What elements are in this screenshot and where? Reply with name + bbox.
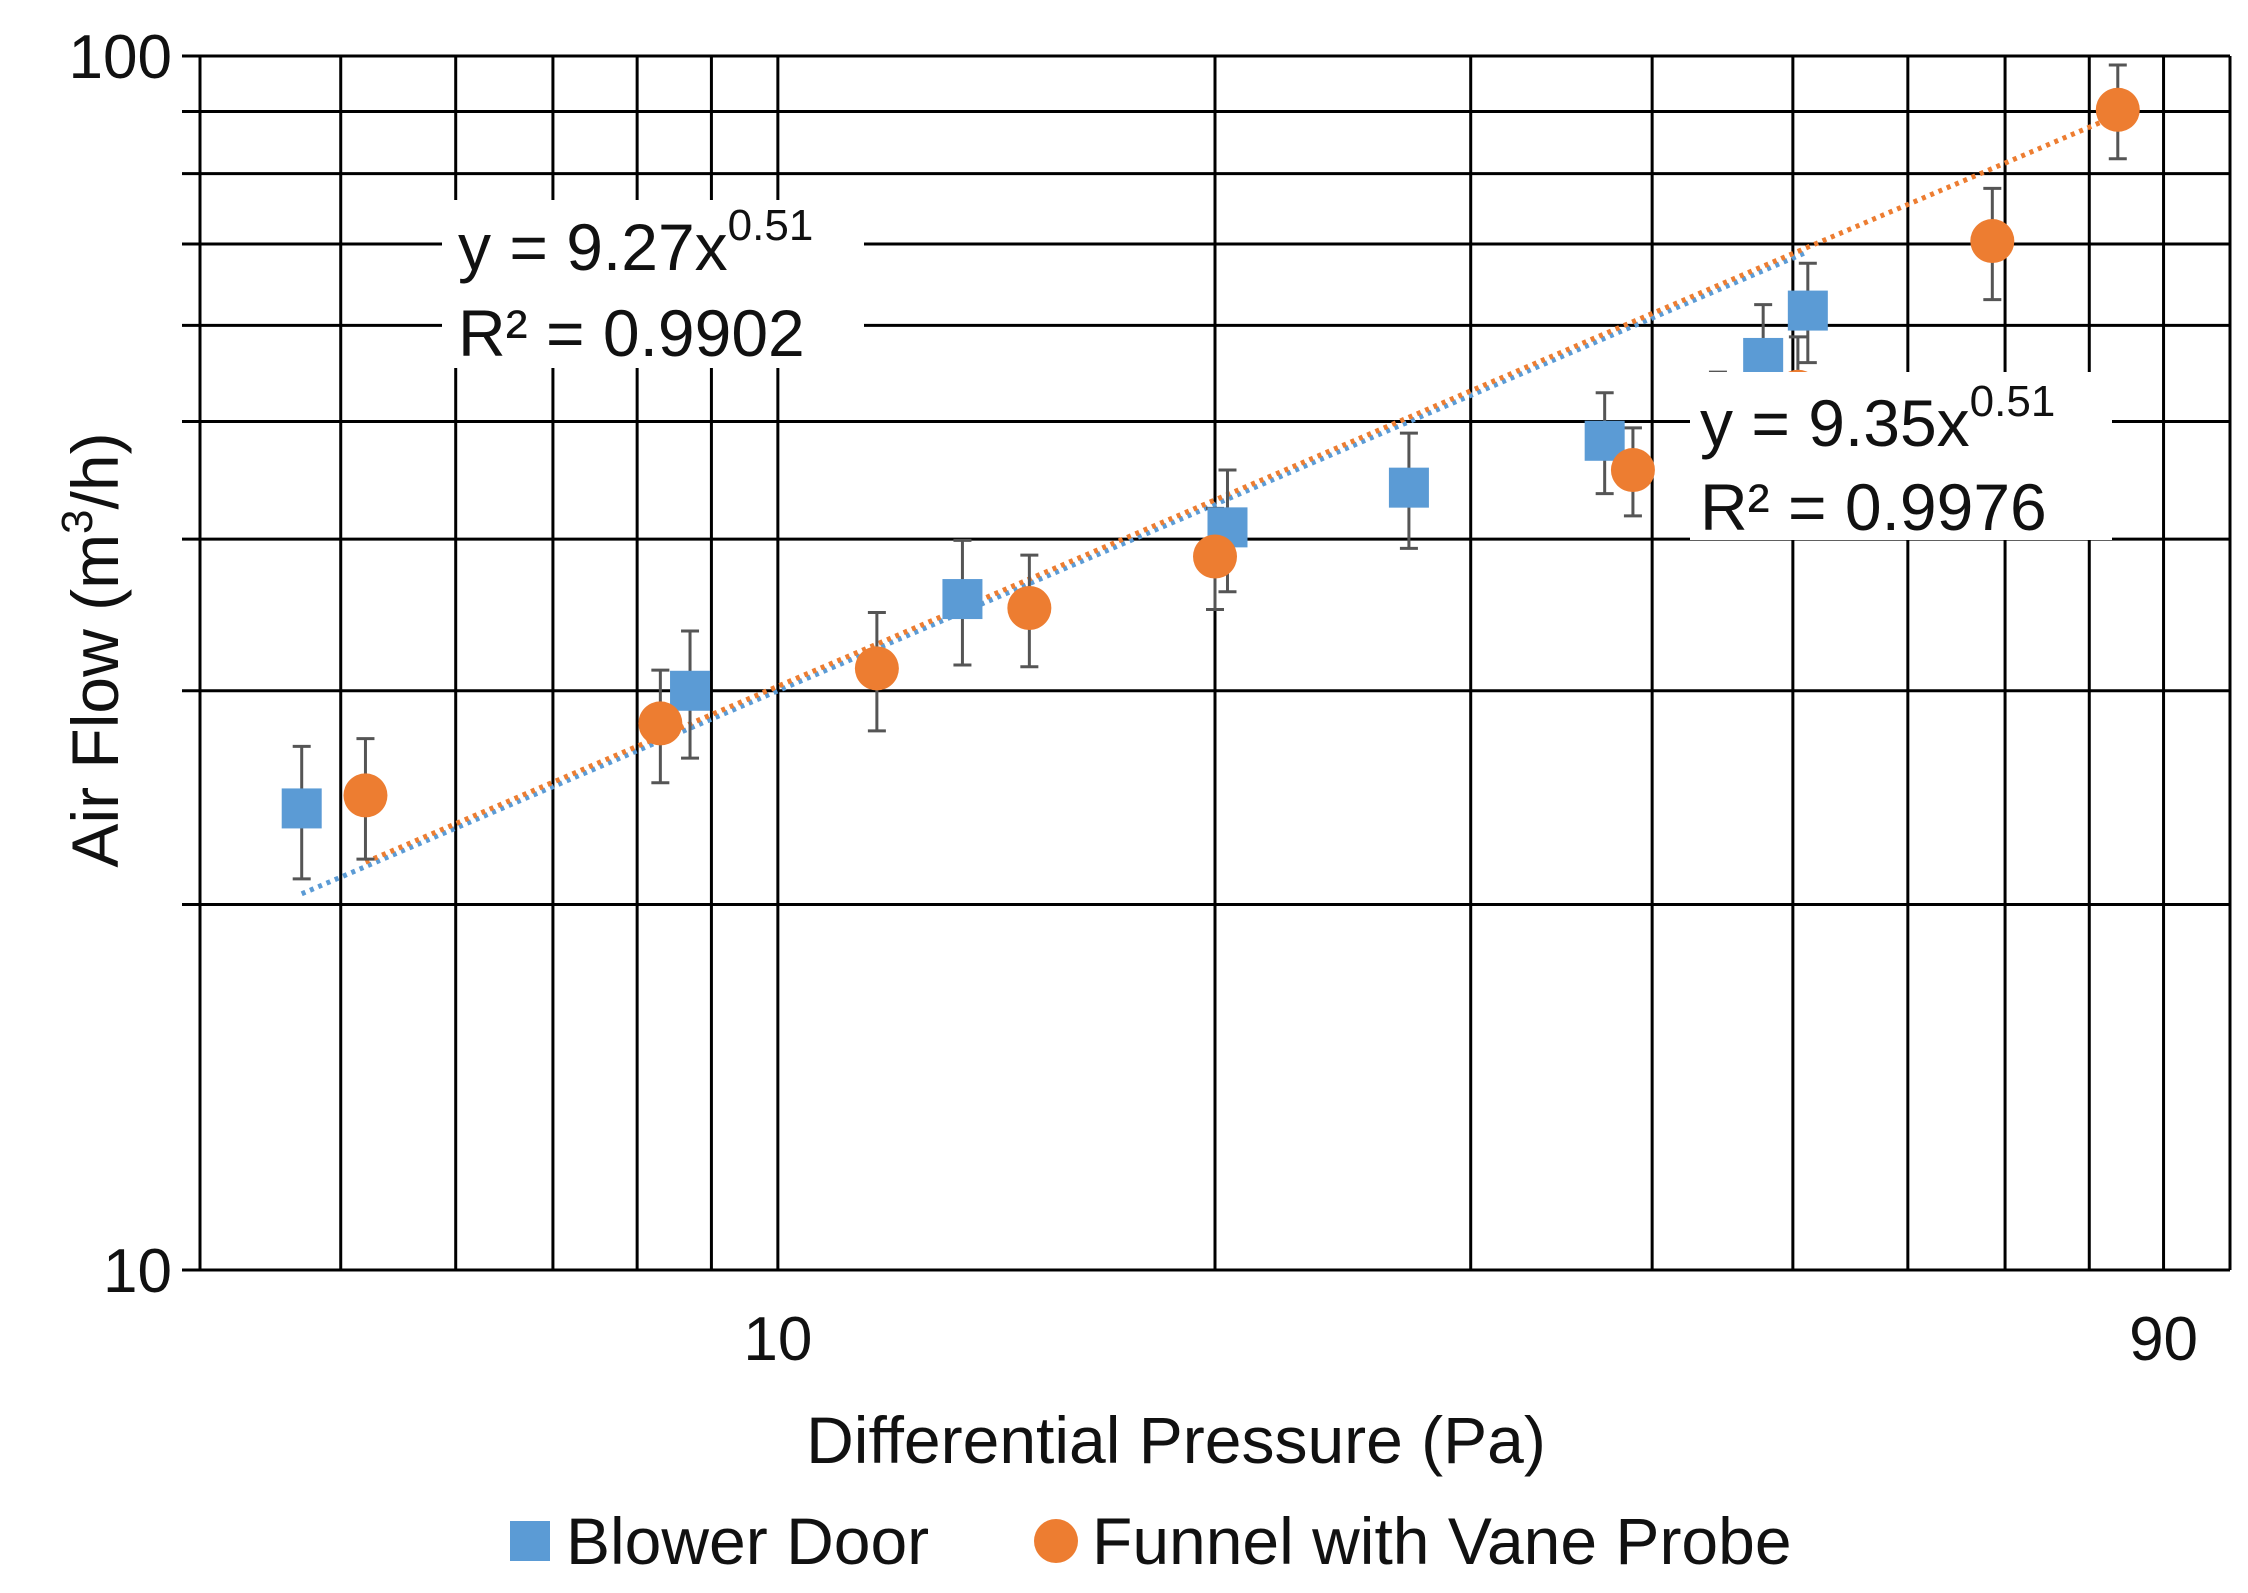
legend-marker-blower-door bbox=[510, 1521, 550, 1561]
data-point-funnel bbox=[638, 701, 683, 746]
data-point-blower-door bbox=[1743, 337, 1784, 378]
data-point-funnel bbox=[1610, 448, 1655, 493]
r2-blower-door: R² = 0.9902 bbox=[458, 296, 805, 370]
data-point-blower-door bbox=[1787, 290, 1828, 331]
data-point-funnel bbox=[854, 646, 899, 691]
y-axis-title: Air Flow (m3/h) bbox=[53, 432, 132, 867]
data-point-blower-door bbox=[670, 670, 711, 711]
x-tick-label: 10 bbox=[743, 1305, 812, 1374]
legend: Blower Door Funnel with Vane Probe bbox=[510, 1504, 1792, 1578]
x-tick-label: 90 bbox=[2129, 1305, 2198, 1374]
equation-label-bg-blower-door bbox=[442, 200, 864, 368]
data-point-funnel bbox=[1193, 534, 1237, 579]
y-tick-label: 10 bbox=[103, 1237, 172, 1306]
tick-labels: 10 90 10 100 bbox=[69, 23, 2198, 1374]
trendline-blower-door bbox=[300, 249, 1809, 897]
equation-blower-door: y = 9.27x0.51 bbox=[458, 201, 813, 284]
data-point-funnel bbox=[1007, 585, 1052, 630]
y-tick-label: 100 bbox=[69, 23, 172, 92]
data-point-blower-door bbox=[281, 788, 322, 829]
data-points bbox=[281, 87, 2140, 829]
data-point-blower-door bbox=[942, 579, 983, 620]
legend-label-funnel: Funnel with Vane Probe bbox=[1092, 1504, 1792, 1578]
r2-funnel: R² = 0.9976 bbox=[1700, 470, 2047, 544]
data-point-funnel bbox=[343, 773, 388, 818]
legend-label-blower-door: Blower Door bbox=[566, 1504, 929, 1578]
equation-label-bg-funnel bbox=[1690, 372, 2112, 540]
data-point-funnel bbox=[2095, 87, 2140, 132]
equation-funnel: y = 9.35x0.51 bbox=[1700, 377, 2055, 460]
legend-marker-funnel bbox=[1034, 1519, 1078, 1563]
data-point-funnel bbox=[1970, 219, 2015, 264]
x-axis-title: Differential Pressure (Pa) bbox=[806, 1403, 1546, 1477]
data-point-blower-door bbox=[1388, 467, 1429, 508]
